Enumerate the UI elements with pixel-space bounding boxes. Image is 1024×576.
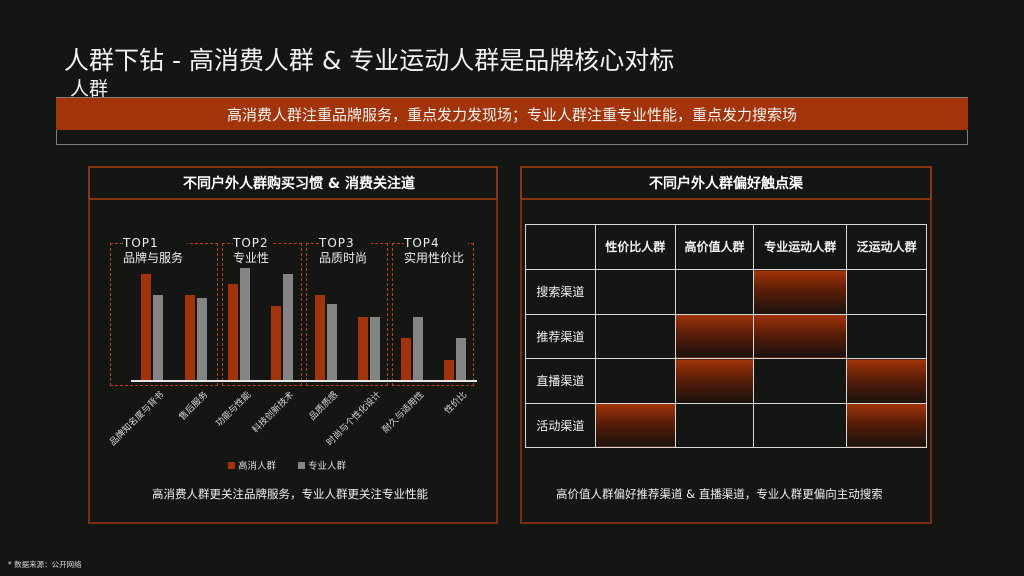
matrix-corner [525,224,596,270]
bar-professional-3 [283,274,293,381]
matrix-cell [594,269,676,315]
bar-professional-4 [327,304,337,381]
row-label: 搜索渠道 [525,269,596,315]
group-label-top2: TOP2 专业性 [233,236,274,266]
row-label: 推荐渠道 [525,313,596,359]
bar-professional-0 [153,295,163,381]
summary-banner: 高消费人群注重品牌服务，重点发力发现场；专业人群注重专业性能，重点发力搜索场 [56,98,968,130]
matrix-cell [594,358,676,404]
bar-professional-2 [240,268,250,381]
bar-high-spending-0 [141,274,151,381]
row-label: 活动渠道 [525,402,596,448]
bar-high-spending-2 [228,284,238,381]
bar-professional-1 [197,298,207,381]
bar-high-spending-3 [271,306,281,381]
legend-item-professional: 专业人群 [298,458,346,472]
matrix-cell [753,358,848,404]
x-axis-line [131,380,477,382]
matrix-header-row: 性价比人群 高价值人群 专业运动人群 泛运动人群 [525,224,927,270]
matrix-row: 搜索渠道 [525,269,927,315]
summary-banner-text: 高消费人群注重品牌服务，重点发力发现场；专业人群注重专业性能，重点发力搜索场 [226,105,797,124]
matrix-cell-highlighted [674,358,755,404]
matrix-cell-highlighted [594,402,676,448]
page-title-overflow: 人群 [70,78,109,98]
col-header-high-value: 高价值人群 [674,224,755,270]
matrix-row: 推荐渠道 [525,313,927,359]
bar-professional-5 [370,317,380,381]
col-header-value-seekers: 性价比人群 [594,224,676,270]
bar-high-spending-4 [315,295,325,381]
bar-high-spending-5 [358,317,368,381]
bar-high-spending-6 [401,338,411,381]
matrix-cell [846,269,927,315]
matrix-cell-highlighted [753,313,848,359]
left-caption: 高消费人群更关注品牌服务，专业人群更关注专业性能 [152,487,428,501]
touchpoint-matrix: 性价比人群 高价值人群 专业运动人群 泛运动人群 搜索渠道 推荐渠道 直播渠道 活动渠… [525,224,927,448]
page-title: 人群下钻 - 高消费人群 & 专业运动人群是品牌核心对标 [64,46,675,75]
group-label-top1: TOP1 品牌与服务 [123,236,188,266]
matrix-cell-highlighted [846,358,927,404]
right-caption: 高价值人群偏好推荐渠道 & 直播渠道，专业人群更偏向主动搜索 [556,487,883,501]
legend-swatch-gray-icon [298,462,306,469]
matrix-cell [674,269,755,315]
matrix-row: 活动渠道 [525,402,927,448]
matrix-cell [594,313,676,359]
matrix-cell-highlighted [674,313,755,359]
bar-chart-plot [131,250,477,381]
purchase-habits-heading: 不同户外人群购买习惯 & 消费关注道 [88,166,498,200]
matrix-row: 直播渠道 [525,358,927,404]
col-header-general-sports: 泛运动人群 [846,224,927,270]
bar-professional-6 [413,317,423,381]
bar-professional-7 [456,338,466,381]
chart-legend: 高消人群 专业人群 [228,458,346,472]
group-label-top3: TOP3 品质时尚 [319,236,372,266]
row-label: 直播渠道 [525,358,596,404]
group-label-top4: TOP4 实用性价比 [404,236,469,266]
touchpoint-heading: 不同户外人群偏好触点渠 [520,166,932,200]
data-source-footnote: * 数据来源：公开网络 [8,560,82,569]
purchase-habits-heading-text: 不同户外人群购买习惯 & 消费关注道 [183,176,415,192]
bar-high-spending-7 [444,360,454,381]
matrix-cell [846,313,927,359]
col-header-pro-sports: 专业运动人群 [753,224,848,270]
bar-high-spending-1 [185,295,195,381]
legend-item-high-spending: 高消人群 [228,458,276,472]
touchpoint-heading-text: 不同户外人群偏好触点渠 [649,176,803,192]
matrix-cell [674,402,755,448]
matrix-cell-highlighted [846,402,927,448]
matrix-cell [753,402,848,448]
legend-swatch-orange-icon [228,462,235,469]
matrix-cell-highlighted [753,269,848,315]
